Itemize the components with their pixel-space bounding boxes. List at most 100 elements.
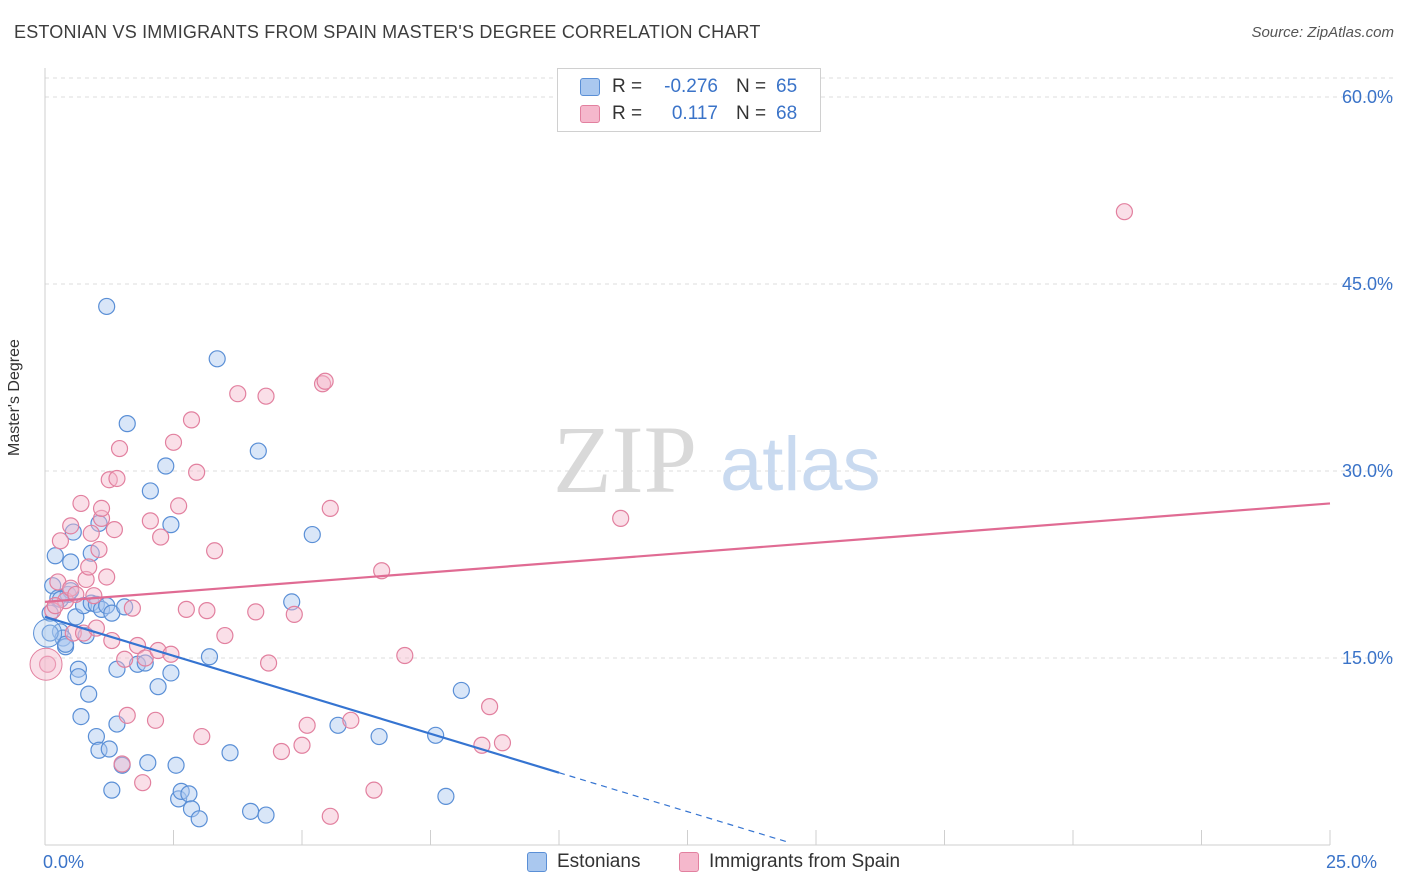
data-point	[206, 542, 224, 560]
legend-row-estonians: R = -0.276 N = 65	[580, 75, 797, 99]
data-point	[146, 711, 165, 729]
data-point	[396, 646, 414, 665]
chart-title: ESTONIAN VS IMMIGRANTS FROM SPAIN MASTER…	[14, 22, 761, 42]
data-point	[38, 655, 57, 673]
legend-n-label: N =	[736, 103, 767, 124]
data-point	[116, 650, 134, 668]
data-point	[72, 707, 90, 726]
data-point	[370, 727, 388, 746]
legend-r-value: -0.276	[664, 76, 718, 97]
y-tick-label: 15.0%	[1342, 648, 1393, 668]
data-point	[69, 668, 88, 686]
legend-r-value: 0.117	[671, 103, 718, 124]
data-point	[329, 716, 347, 734]
data-point	[87, 727, 106, 746]
data-point	[98, 297, 116, 316]
legend-swatch-blue	[580, 78, 600, 96]
data-point	[342, 711, 360, 729]
watermark-atlas: atlas	[720, 422, 881, 507]
data-point	[285, 605, 303, 623]
trend-line-immigrants	[44, 502, 1331, 603]
data-point	[180, 785, 198, 803]
data-point	[136, 654, 154, 672]
data-point	[1115, 203, 1134, 221]
grid-layer	[45, 77, 1393, 659]
data-point	[257, 387, 275, 405]
legend-row-immigrants: R = 0.117 N = 68	[580, 102, 797, 126]
data-point	[437, 787, 455, 805]
data-point	[298, 716, 316, 734]
data-point	[118, 415, 136, 433]
data-point	[259, 654, 278, 672]
legend-n-value: 65	[776, 76, 798, 97]
data-point	[136, 649, 154, 667]
data-point	[100, 740, 118, 758]
legend-label-estonians: Estonians	[557, 851, 641, 872]
data-point	[139, 754, 157, 772]
watermark: ZIP atlas	[553, 406, 881, 513]
legend-swatch-immigrants	[679, 852, 699, 872]
data-point	[257, 806, 275, 824]
data-point	[221, 744, 239, 762]
data-point	[216, 626, 234, 645]
data-point	[177, 600, 195, 618]
data-point	[208, 350, 226, 368]
data-point	[123, 599, 141, 617]
trend-lines	[44, 502, 1331, 844]
data-point	[149, 678, 167, 696]
x-tick-label-min: 0.0%	[43, 852, 85, 872]
data-point	[182, 411, 201, 429]
data-point	[321, 499, 339, 517]
data-point	[105, 520, 123, 539]
data-point	[316, 372, 334, 390]
data-point	[162, 664, 180, 682]
legend-item-immigrants: Immigrants from Spain	[679, 851, 900, 873]
x-tick-label-max: 25.0%	[1326, 852, 1378, 872]
data-point	[293, 736, 311, 754]
data-point	[141, 482, 159, 500]
data-point	[92, 509, 111, 527]
data-point	[90, 540, 108, 559]
data-point	[85, 587, 103, 605]
series-estonians	[33, 297, 470, 828]
data-point	[481, 698, 499, 716]
data-point	[170, 497, 188, 515]
data-point	[303, 525, 321, 544]
data-point	[80, 558, 98, 576]
data-point	[452, 681, 470, 700]
data-point	[98, 568, 116, 586]
data-point	[162, 516, 180, 534]
data-point	[110, 439, 129, 458]
data-point	[141, 512, 159, 530]
legend-swatch-estonians	[527, 852, 547, 872]
legend-r-label: R =	[612, 103, 643, 124]
data-point	[118, 706, 136, 724]
data-point	[229, 385, 247, 403]
data-point	[473, 736, 491, 754]
watermark-zip: ZIP	[553, 406, 697, 513]
data-point	[493, 734, 512, 752]
data-point	[46, 547, 64, 565]
y-tick-label: 60.0%	[1342, 87, 1393, 107]
source-label: Source: ZipAtlas.com	[1251, 24, 1394, 41]
series-legend: Estonians Immigrants from Spain	[0, 851, 1406, 877]
data-point	[612, 509, 630, 527]
legend-r-label: R =	[612, 76, 643, 97]
data-point	[249, 442, 267, 460]
data-point	[365, 781, 383, 799]
data-point-cluster	[33, 618, 63, 648]
data-point	[41, 624, 59, 642]
data-point	[164, 433, 183, 451]
data-point	[51, 532, 70, 550]
data-point	[272, 742, 291, 761]
data-point	[82, 524, 100, 542]
legend-label-immigrants: Immigrants from Spain	[709, 851, 901, 872]
series-immigrants-from-spain	[29, 203, 1134, 825]
data-point	[92, 499, 111, 517]
axis-layer	[44, 68, 1331, 846]
data-point	[103, 781, 121, 799]
trend-line-estonians	[44, 615, 560, 774]
data-point-cluster	[29, 647, 63, 681]
data-point	[321, 807, 339, 825]
data-point	[62, 517, 80, 535]
